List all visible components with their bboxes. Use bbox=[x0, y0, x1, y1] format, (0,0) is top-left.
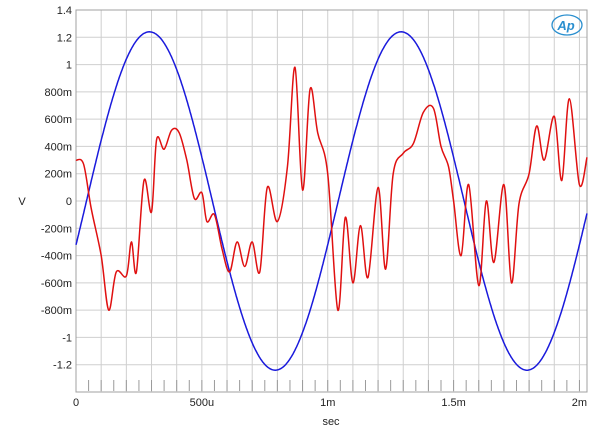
y-tick-label-9: -400m bbox=[41, 251, 72, 263]
y-tick-label-1: 1.2 bbox=[57, 32, 72, 44]
y-tick-label-11: -800m bbox=[41, 305, 72, 317]
ap-logo: Ap bbox=[551, 14, 583, 36]
y-axis-title: V bbox=[18, 196, 26, 208]
y-tick-label-6: 200m bbox=[44, 169, 72, 181]
series-line-1 bbox=[75, 66, 588, 311]
plot-frame bbox=[75, 9, 588, 393]
y-tick-label-10: -600m bbox=[41, 278, 72, 290]
y-tick-label-13: -1.2 bbox=[53, 360, 72, 372]
y-tick-labels: 1.4 1.2 1 800m 600m 400m 200m 0 -200m -400m -600m -… bbox=[41, 5, 72, 372]
series-layer bbox=[75, 31, 588, 371]
x-axis-title: sec bbox=[322, 416, 340, 428]
ap-logo-text: Ap bbox=[556, 18, 574, 33]
y-tick-label-5: 400m bbox=[44, 141, 72, 153]
y-tick-label-4: 600m bbox=[44, 114, 72, 126]
minor-tick-marks bbox=[88, 380, 580, 391]
y-tick-label-2: 1 bbox=[66, 60, 72, 72]
x-tick-label-1: 500u bbox=[190, 397, 214, 409]
ap-logo-swoosh bbox=[551, 14, 583, 36]
x-tick-label-0: 0 bbox=[73, 397, 79, 409]
y-tick-label-8: -200m bbox=[41, 223, 72, 235]
y-tick-label-0: 1.4 bbox=[57, 5, 72, 17]
y-tick-label-3: 800m bbox=[44, 87, 72, 99]
x-tick-label-4: 2m bbox=[572, 397, 587, 409]
y-tick-label-7: 0 bbox=[66, 196, 72, 208]
x-tick-labels: 0 500u 1m 1.5m 2m bbox=[73, 397, 587, 409]
x-tick-label-2: 1m bbox=[320, 397, 335, 409]
y-tick-label-12: -1 bbox=[62, 332, 72, 344]
grid-lines bbox=[76, 9, 587, 392]
x-tick-label-3: 1.5m bbox=[441, 397, 465, 409]
